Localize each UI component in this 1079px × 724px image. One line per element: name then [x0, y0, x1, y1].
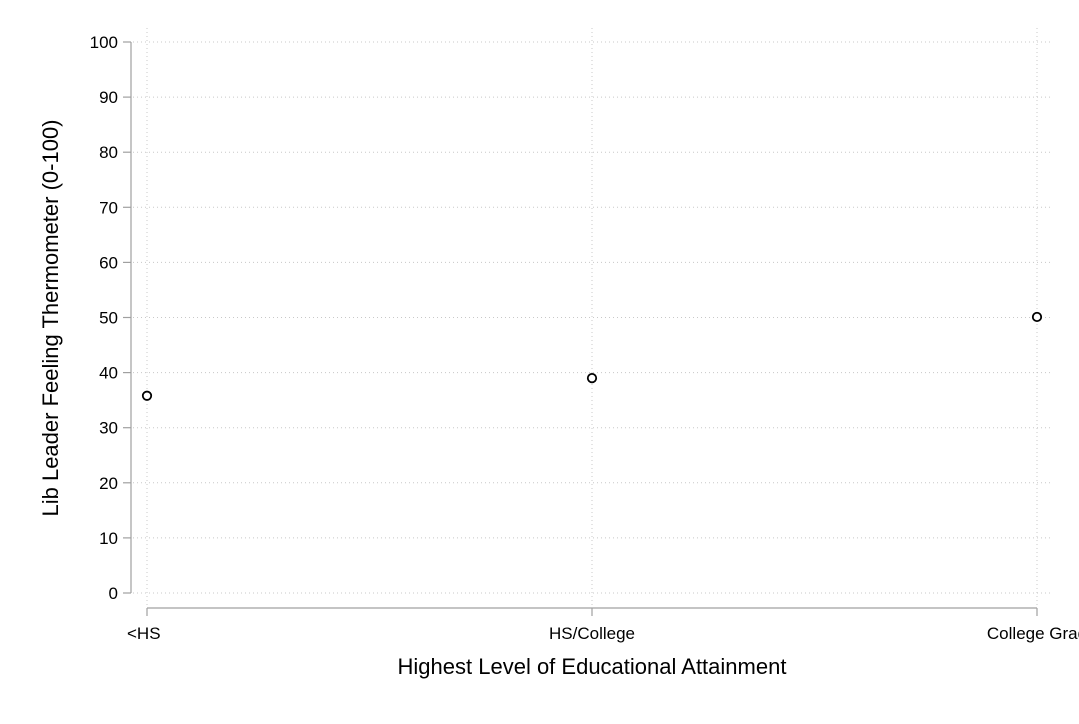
x-tick-label: College Grad	[987, 624, 1079, 643]
grid-lines	[133, 28, 1053, 606]
data-point	[586, 373, 598, 384]
y-tick-label: 10	[99, 529, 118, 548]
axes	[123, 41, 1038, 616]
y-tick-label: 60	[99, 253, 118, 272]
x-axis-title: Highest Level of Educational Attainment	[398, 654, 787, 679]
y-tick-label: 90	[99, 88, 118, 107]
data-points	[141, 311, 1043, 401]
x-tick-label: HS/College	[549, 624, 635, 643]
data-point	[141, 390, 153, 401]
y-axis-title: Lib Leader Feeling Thermometer (0-100)	[38, 119, 63, 516]
y-tick-label: 80	[99, 143, 118, 162]
tick-labels: 0 10 20 30 40 50 60 70 80 90 100 <HS HS/College Colle…	[90, 33, 1079, 643]
data-point	[1031, 311, 1043, 323]
y-tick-label: 50	[99, 309, 118, 328]
y-tick-label: 40	[99, 364, 118, 383]
y-tick-label: 20	[99, 474, 118, 493]
y-tick-label: 0	[109, 584, 118, 603]
x-tick-label: <HS	[127, 624, 161, 643]
y-tick-label: 30	[99, 419, 118, 438]
y-tick-label: 100	[90, 33, 118, 52]
y-tick-label: 70	[99, 198, 118, 217]
